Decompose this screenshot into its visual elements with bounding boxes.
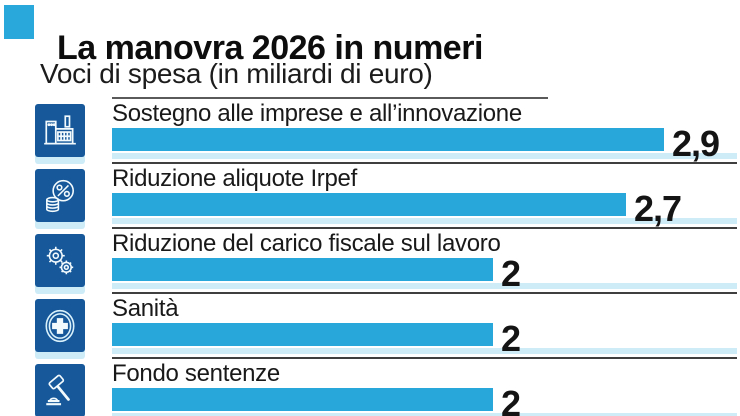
gavel-icon <box>35 364 85 416</box>
page-title: La manovra 2026 in numeri <box>57 28 483 67</box>
bar-value: 2,7 <box>634 187 682 229</box>
accent-square <box>4 5 34 39</box>
bar-row: Riduzione del carico fiscale sul lavoro … <box>0 227 740 292</box>
gears-icon <box>35 234 85 287</box>
bar-track <box>112 283 737 289</box>
bar-row: Fondo sentenze 2 <box>0 357 740 416</box>
row-separator <box>112 97 548 99</box>
bar-fondo-sentenze <box>112 388 493 411</box>
bar-value: 2 <box>501 382 521 416</box>
bar-row: Riduzione aliquote Irpef 2,7 <box>0 162 740 227</box>
bar-row: Sanità 2 <box>0 292 740 357</box>
medical-cross-icon <box>35 299 85 352</box>
bar-value: 2 <box>501 252 521 294</box>
bar-carico-fiscale <box>112 258 493 281</box>
bar-label: Riduzione aliquote Irpef <box>112 165 357 192</box>
bar-value: 2 <box>501 317 521 359</box>
bar-label: Fondo sentenze <box>112 360 280 387</box>
bar-label: Sanità <box>112 295 179 322</box>
bar-sostegno-imprese <box>112 128 664 151</box>
row-separator <box>112 162 737 164</box>
row-separator <box>112 292 737 294</box>
row-separator <box>112 357 737 359</box>
bar-row: Sostegno alle imprese e all’innovazione … <box>0 97 740 162</box>
bar-track <box>112 413 737 416</box>
bar-track <box>112 348 737 354</box>
bar-track <box>112 218 737 224</box>
percent-coins-icon <box>35 169 85 222</box>
bar-track <box>112 153 737 159</box>
bar-value: 2,9 <box>672 122 720 164</box>
bar-sanita <box>112 323 493 346</box>
chart-subtitle: Voci di spesa (in miliardi di euro) <box>40 58 433 89</box>
bar-label: Sostegno alle imprese e all’innovazione <box>112 100 522 127</box>
factory-icon <box>35 104 85 157</box>
row-separator <box>112 227 737 229</box>
bar-label: Riduzione del carico fiscale sul lavoro <box>112 230 501 257</box>
bar-riduzione-irpef <box>112 193 626 216</box>
